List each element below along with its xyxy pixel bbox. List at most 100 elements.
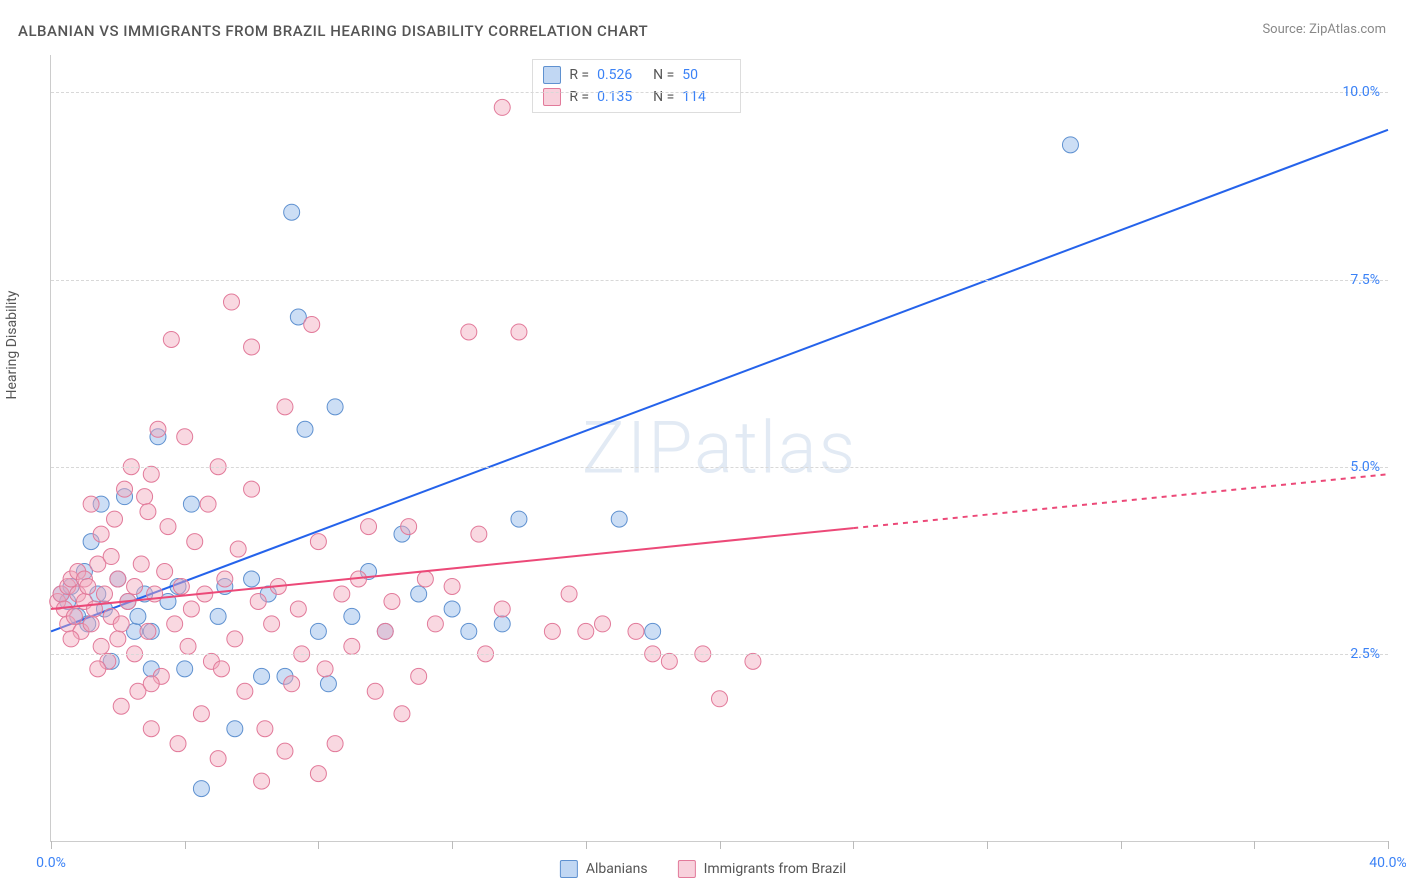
data-point	[117, 481, 133, 497]
legend-row: R = 0.526 N = 50	[543, 64, 730, 86]
legend-swatch	[543, 66, 561, 84]
data-point	[193, 706, 209, 722]
data-point	[93, 638, 109, 654]
data-point	[327, 399, 343, 415]
y-tick-label: 10.0%	[1342, 84, 1380, 100]
data-point	[427, 616, 443, 632]
data-point	[163, 331, 179, 347]
data-point	[127, 578, 143, 594]
data-point	[183, 496, 199, 512]
data-point	[66, 608, 82, 624]
data-point	[187, 534, 203, 550]
gridline	[51, 467, 1388, 468]
series-legend: AlbaniansImmigrants from Brazil	[560, 860, 846, 878]
x-tick-mark	[853, 841, 854, 849]
legend-r-value: 0.526	[597, 67, 645, 83]
legend-n-label: N =	[653, 67, 674, 83]
data-point	[304, 316, 320, 332]
legend-r-label: R =	[569, 67, 589, 83]
data-point	[334, 586, 350, 602]
data-point	[83, 496, 99, 512]
x-tick-label: 40.0%	[1369, 855, 1406, 871]
data-point	[180, 638, 196, 654]
data-point	[327, 736, 343, 752]
data-point	[217, 571, 233, 587]
data-point	[377, 623, 393, 639]
data-point	[140, 504, 156, 520]
data-point	[250, 593, 266, 609]
data-point	[244, 481, 260, 497]
data-point	[561, 586, 577, 602]
data-point	[80, 578, 96, 594]
data-point	[712, 691, 728, 707]
x-tick-mark	[586, 841, 587, 849]
legend-swatch	[678, 860, 696, 878]
data-point	[394, 706, 410, 722]
data-point	[417, 571, 433, 587]
legend-n-value: 50	[682, 67, 730, 83]
data-point	[96, 586, 112, 602]
data-point	[93, 526, 109, 542]
legend-r-value: 0.135	[597, 89, 645, 105]
legend-row: R =0.135N =114	[543, 86, 730, 108]
data-point	[183, 601, 199, 617]
data-point	[173, 578, 189, 594]
data-point	[63, 631, 79, 647]
x-tick-mark	[1388, 841, 1389, 849]
source-attribution: Source: ZipAtlas.com	[1262, 22, 1386, 37]
legend-swatch	[543, 88, 561, 106]
data-point	[310, 623, 326, 639]
x-tick-mark	[452, 841, 453, 849]
data-point	[471, 526, 487, 542]
data-point	[297, 421, 313, 437]
gridline	[51, 654, 1388, 655]
data-point	[284, 676, 300, 692]
x-tick-label: 0.0%	[36, 855, 66, 871]
trend-line	[51, 130, 1388, 632]
data-point	[244, 339, 260, 355]
chart-container: ALBANIAN VS IMMIGRANTS FROM BRAZIL HEARI…	[0, 0, 1406, 892]
y-tick-label: 5.0%	[1350, 459, 1380, 475]
data-point	[107, 511, 123, 527]
data-point	[444, 578, 460, 594]
data-point	[277, 399, 293, 415]
data-point	[170, 736, 186, 752]
data-point	[140, 623, 156, 639]
data-point	[578, 623, 594, 639]
data-point	[160, 519, 176, 535]
x-tick-mark	[51, 841, 52, 849]
data-point	[277, 743, 293, 759]
data-point	[284, 204, 300, 220]
data-point	[320, 676, 336, 692]
data-point	[223, 294, 239, 310]
source-link[interactable]: ZipAtlas.com	[1309, 22, 1386, 37]
data-point	[494, 601, 510, 617]
data-point	[210, 608, 226, 624]
data-point	[230, 541, 246, 557]
data-point	[130, 608, 146, 624]
data-point	[254, 773, 270, 789]
data-point	[310, 534, 326, 550]
y-tick-label: 2.5%	[1350, 646, 1380, 662]
gridline	[51, 280, 1388, 281]
data-point	[103, 549, 119, 565]
data-point	[237, 683, 253, 699]
source-label: Source:	[1262, 22, 1305, 37]
y-axis-label: Hearing Disability	[4, 291, 20, 400]
data-point	[461, 324, 477, 340]
data-point	[401, 519, 417, 535]
data-point	[177, 429, 193, 445]
data-point	[661, 653, 677, 669]
data-point	[113, 616, 129, 632]
data-point	[254, 668, 270, 684]
data-point	[611, 511, 627, 527]
data-point	[244, 571, 260, 587]
scatter-svg	[51, 55, 1388, 841]
data-point	[511, 511, 527, 527]
data-point	[143, 676, 159, 692]
legend-label: Albanians	[586, 861, 648, 877]
data-point	[344, 638, 360, 654]
data-point	[143, 466, 159, 482]
legend-item: Albanians	[560, 860, 648, 878]
data-point	[90, 661, 106, 677]
